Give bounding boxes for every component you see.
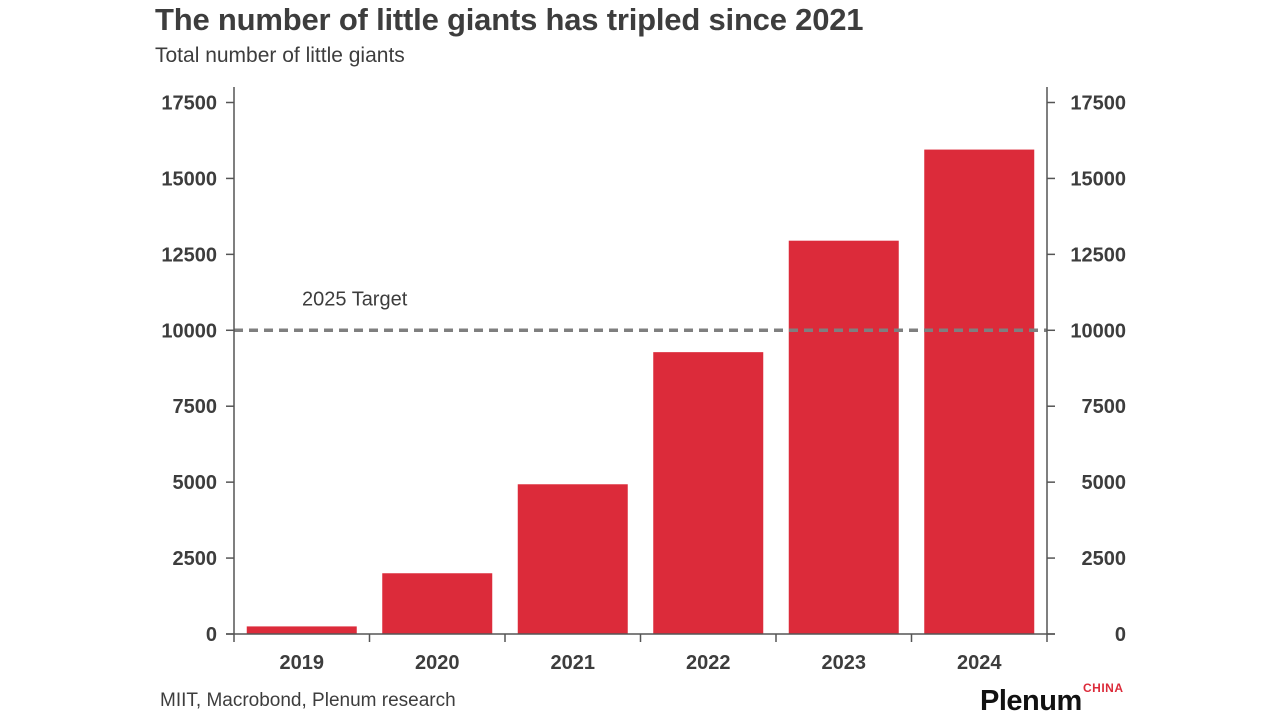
bar-2022 bbox=[653, 352, 764, 634]
x-tick-label: 2019 bbox=[280, 652, 325, 674]
bar-2024 bbox=[924, 149, 1035, 634]
bar-2020 bbox=[382, 573, 493, 634]
target-group: 2025 Target bbox=[234, 288, 1047, 333]
y-tick-label-left: 0 bbox=[206, 624, 217, 646]
x-tick-label: 2023 bbox=[822, 652, 867, 674]
x-tick-label: 2024 bbox=[957, 652, 1002, 674]
y-tick-label-right: 2500 bbox=[1082, 548, 1127, 570]
y-tick-label-left: 17500 bbox=[161, 93, 217, 115]
chart-subtitle: Total number of little giants bbox=[155, 44, 405, 67]
y-tick-label-right: 15000 bbox=[1070, 168, 1126, 190]
x-tick-label: 2022 bbox=[686, 652, 731, 674]
chart-title: The number of little giants has tripled … bbox=[155, 2, 864, 37]
y-tick-label-right: 0 bbox=[1115, 624, 1126, 646]
y-tick-label-left: 2500 bbox=[173, 548, 218, 570]
x-tick-label: 2021 bbox=[551, 652, 596, 674]
y-axis-right-labels: 0 2500 5000 7500 10000 12500 15000 17500 bbox=[1070, 93, 1126, 647]
bars-group bbox=[246, 149, 1035, 634]
y-tick-label-right: 7500 bbox=[1082, 396, 1127, 418]
bar-2023 bbox=[788, 240, 899, 634]
y-tick-label-right: 17500 bbox=[1070, 93, 1126, 115]
logo-wordmark: Plenum bbox=[980, 685, 1082, 717]
x-axis-labels: 2019 2020 2021 2022 2023 2024 bbox=[280, 652, 1003, 674]
y-axis-left-labels: 0 2500 5000 7500 10000 12500 15000 17500 bbox=[161, 93, 217, 647]
logo-sub: CHINA bbox=[1083, 681, 1124, 695]
y-tick-label-right: 12500 bbox=[1070, 244, 1126, 266]
bar-2019 bbox=[246, 626, 357, 634]
x-tick-label: 2020 bbox=[415, 652, 460, 674]
y-tick-label-left: 7500 bbox=[173, 396, 218, 418]
y-tick-label-right: 10000 bbox=[1070, 320, 1126, 342]
y-tick-label-left: 12500 bbox=[161, 244, 217, 266]
axes-group bbox=[226, 87, 1055, 642]
bar-2021 bbox=[517, 484, 628, 634]
y-tick-label-right: 5000 bbox=[1082, 472, 1127, 494]
plenum-logo: Plenum CHINA bbox=[980, 680, 1130, 720]
y-tick-label-left: 15000 bbox=[161, 168, 217, 190]
y-tick-label-left: 5000 bbox=[173, 472, 218, 494]
y-tick-label-left: 10000 bbox=[161, 320, 217, 342]
target-label: 2025 Target bbox=[302, 288, 408, 310]
source-note: MIIT, Macrobond, Plenum research bbox=[160, 690, 456, 711]
